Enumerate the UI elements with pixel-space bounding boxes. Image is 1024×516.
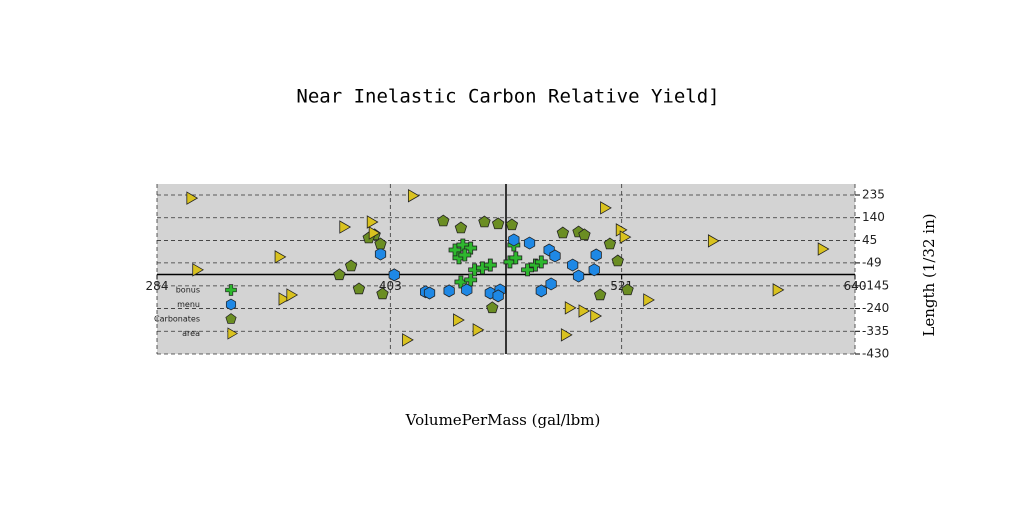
triangle-marker bbox=[407, 188, 420, 203]
legend-label: Carbonates bbox=[154, 315, 200, 324]
hexagon-marker bbox=[443, 284, 455, 298]
triangle-marker bbox=[578, 304, 591, 318]
triangle-marker bbox=[590, 309, 603, 323]
y-tick-label: -335 bbox=[862, 324, 889, 338]
legend-marker bbox=[225, 284, 237, 296]
pentagon-marker bbox=[352, 282, 366, 295]
plus-marker bbox=[464, 273, 478, 287]
y-tick-label: 235 bbox=[862, 188, 885, 202]
y-tick-label: -49 bbox=[862, 255, 882, 269]
hexagon-marker bbox=[535, 284, 547, 298]
hexagon-marker bbox=[549, 249, 561, 263]
triangle-marker bbox=[402, 333, 414, 347]
hexagon-marker bbox=[374, 247, 387, 261]
x-tick-label: 284 bbox=[146, 279, 169, 293]
hexagon-marker bbox=[492, 289, 504, 303]
hexagon-marker bbox=[567, 258, 579, 272]
triangle-marker bbox=[366, 215, 379, 229]
pentagon-marker bbox=[333, 268, 346, 281]
triangle-marker bbox=[600, 201, 612, 215]
pentagon-marker bbox=[344, 259, 358, 272]
legend-label: bonus bbox=[176, 286, 200, 295]
pentagon-marker bbox=[593, 288, 607, 301]
triangle-marker bbox=[274, 250, 287, 264]
triangle-marker bbox=[286, 288, 299, 302]
pentagon-marker bbox=[491, 217, 505, 230]
y-tick-label: -145 bbox=[862, 278, 889, 292]
hexagon-marker bbox=[590, 248, 602, 262]
y-tick-label: 140 bbox=[862, 210, 885, 224]
pentagon-marker bbox=[454, 221, 468, 234]
chart-title: Near Inelastic Carbon Relative Yield] bbox=[296, 86, 719, 108]
legend-marker bbox=[225, 313, 237, 324]
legend-marker bbox=[227, 327, 239, 340]
x-tick-label: 640 bbox=[844, 279, 867, 293]
triangle-marker bbox=[643, 293, 655, 307]
triangle-marker bbox=[278, 292, 291, 306]
plus-marker bbox=[483, 258, 497, 272]
triangle-marker bbox=[192, 263, 205, 277]
pentagon-marker bbox=[603, 237, 617, 250]
hexagon-marker bbox=[588, 263, 600, 277]
triangle-marker bbox=[472, 323, 485, 337]
pentagon-marker bbox=[556, 226, 570, 239]
plus-marker bbox=[464, 241, 478, 255]
plus-marker bbox=[521, 263, 534, 277]
triangle-marker bbox=[368, 226, 381, 240]
triangle-marker bbox=[772, 283, 785, 297]
y-tick-label: 45 bbox=[862, 233, 877, 247]
triangle-marker bbox=[560, 328, 573, 342]
hexagon-marker bbox=[423, 286, 436, 300]
triangle-marker bbox=[564, 301, 577, 315]
hexagon-marker bbox=[388, 268, 400, 282]
legend-label: menu bbox=[177, 300, 200, 309]
legend-marker bbox=[225, 298, 237, 311]
pentagon-marker bbox=[611, 254, 624, 267]
plus-marker bbox=[458, 248, 472, 262]
hexagon-marker bbox=[508, 233, 520, 247]
x-axis-label: VolumePerMass (gal/lbm) bbox=[405, 411, 601, 429]
pentagon-marker bbox=[374, 237, 387, 250]
pentagon-marker bbox=[486, 301, 499, 314]
hexagon-marker bbox=[461, 283, 473, 297]
triangle-marker bbox=[619, 230, 632, 244]
plus-marker bbox=[534, 255, 548, 269]
pentagon-marker bbox=[505, 218, 519, 231]
y-tick-label: -430 bbox=[862, 347, 889, 361]
triangle-marker bbox=[707, 234, 720, 248]
pentagon-marker bbox=[437, 214, 450, 227]
hexagon-marker bbox=[523, 236, 536, 250]
y-axis-label: Length (1/32 in) bbox=[920, 213, 938, 336]
y-tick-label: -240 bbox=[862, 301, 889, 315]
pentagon-marker bbox=[376, 287, 389, 300]
triangle-marker bbox=[339, 220, 352, 234]
legend-label: area bbox=[182, 329, 200, 338]
pentagon-marker bbox=[621, 283, 634, 296]
triangle-marker bbox=[186, 191, 199, 205]
triangle-marker bbox=[453, 313, 465, 327]
hexagon-marker bbox=[545, 277, 557, 291]
hexagon-marker bbox=[572, 269, 585, 283]
pentagon-marker bbox=[578, 228, 591, 241]
triangle-marker bbox=[817, 242, 830, 256]
plus-marker bbox=[509, 251, 523, 265]
pentagon-marker bbox=[478, 215, 491, 228]
